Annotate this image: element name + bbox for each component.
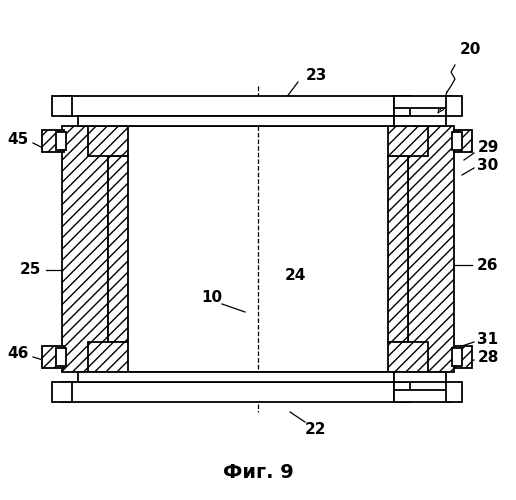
- Bar: [446, 382, 462, 402]
- Bar: [56, 132, 66, 150]
- Bar: [88, 126, 128, 156]
- Text: 30: 30: [477, 158, 498, 172]
- Text: 26: 26: [476, 258, 498, 272]
- Text: 31: 31: [477, 332, 498, 347]
- Bar: [452, 132, 462, 150]
- Bar: [42, 130, 64, 152]
- Bar: [394, 116, 446, 126]
- Bar: [394, 372, 446, 382]
- Bar: [62, 382, 394, 402]
- Bar: [394, 96, 452, 108]
- Bar: [408, 126, 454, 372]
- Text: 25: 25: [19, 262, 41, 278]
- Text: 45: 45: [7, 132, 28, 148]
- Text: 24: 24: [284, 268, 305, 282]
- Bar: [388, 342, 428, 372]
- Bar: [56, 348, 66, 366]
- Bar: [52, 96, 72, 116]
- Text: 28: 28: [477, 350, 498, 366]
- Bar: [452, 348, 462, 366]
- Bar: [88, 342, 128, 372]
- Bar: [394, 96, 410, 116]
- Bar: [454, 130, 472, 152]
- Text: 23: 23: [305, 68, 327, 82]
- Bar: [108, 156, 128, 342]
- Bar: [388, 156, 408, 342]
- Bar: [394, 382, 410, 402]
- Text: 29: 29: [477, 140, 498, 156]
- Bar: [78, 372, 394, 382]
- Bar: [394, 390, 452, 402]
- Bar: [78, 116, 394, 126]
- Bar: [62, 126, 108, 372]
- Bar: [52, 382, 72, 402]
- Text: 10: 10: [201, 290, 222, 306]
- Text: 20: 20: [459, 42, 481, 58]
- Bar: [388, 126, 428, 156]
- Bar: [42, 346, 64, 368]
- Text: Фиг. 9: Фиг. 9: [222, 462, 294, 481]
- Text: 46: 46: [7, 346, 29, 362]
- Bar: [454, 346, 472, 368]
- Bar: [446, 96, 462, 116]
- Bar: [62, 96, 394, 116]
- Text: 22: 22: [305, 422, 327, 438]
